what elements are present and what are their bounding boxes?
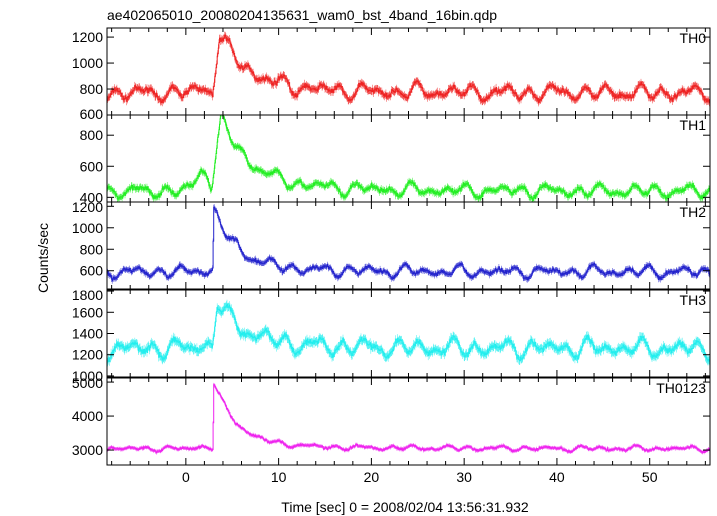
series-line-th2 xyxy=(107,206,710,282)
x-axis-label: Time [sec] 0 = 2008/02/04 13:56:31.932 xyxy=(281,499,529,515)
series-line-th3 xyxy=(107,303,710,363)
panel-label-th3: TH3 xyxy=(680,292,707,308)
y-tick-label-th0123: 3000 xyxy=(72,442,103,458)
y-tick-label-th3: 1000 xyxy=(72,368,103,384)
y-tick-label-th2: 1200 xyxy=(72,199,103,215)
series-line-th0123 xyxy=(107,384,710,454)
x-tick-label: 50 xyxy=(642,469,658,485)
x-tick-label: 0 xyxy=(182,469,190,485)
y-tick-label-th1: 400 xyxy=(80,189,104,205)
y-tick-label-th0123: 5000 xyxy=(72,375,103,391)
y-tick-label-th2: 800 xyxy=(80,241,104,257)
panel-label-th1: TH1 xyxy=(680,117,707,133)
x-tick-label: 20 xyxy=(364,469,380,485)
y-axis-label: Counts/sec xyxy=(35,223,51,293)
error-bars-th0123 xyxy=(107,382,710,455)
x-tick-label: 40 xyxy=(549,469,565,485)
error-bars-th1 xyxy=(107,115,710,202)
panel-frame-th1 xyxy=(106,114,711,203)
y-tick-label-th3: 1400 xyxy=(72,326,103,342)
panel-frame-th0 xyxy=(106,27,711,116)
y-tick-label-th3: 1600 xyxy=(72,304,103,320)
y-tick-label-th3: 1200 xyxy=(72,347,103,363)
y-tick-label-th1: 800 xyxy=(80,127,104,143)
y-tick-label-th0: 600 xyxy=(80,106,104,122)
y-tick-label-th3: 1800 xyxy=(72,287,103,303)
chart-title: ae402065010_20080204135631_wam0_bst_4ban… xyxy=(107,7,497,23)
y-tick-label-th0: 1200 xyxy=(72,29,103,45)
y-tick-label-th0: 1000 xyxy=(72,55,103,71)
series-line-th1 xyxy=(107,115,710,202)
y-tick-label-th2: 600 xyxy=(80,263,104,279)
panel-label-th2: TH2 xyxy=(680,204,707,220)
panel-label-th0: TH0 xyxy=(680,30,707,46)
panel-frame-th0123 xyxy=(106,377,711,466)
y-tick-label-th2: 1000 xyxy=(72,220,103,236)
y-tick-label-th1: 600 xyxy=(80,158,104,174)
error-bars-th3 xyxy=(107,299,710,367)
x-tick-label: 10 xyxy=(271,469,287,485)
y-tick-label-th0: 800 xyxy=(80,81,104,97)
error-bars-th0 xyxy=(107,31,710,107)
x-tick-label: 30 xyxy=(456,469,472,485)
series-line-th0 xyxy=(107,34,710,104)
y-tick-label-th0123: 4000 xyxy=(72,408,103,424)
panel-frame-th3 xyxy=(106,289,711,378)
panel-label-th0123: TH0123 xyxy=(656,380,706,396)
